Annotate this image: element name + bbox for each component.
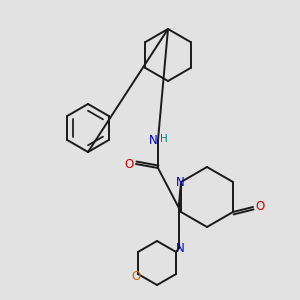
Text: O: O: [255, 200, 265, 214]
Text: O: O: [124, 158, 134, 172]
Text: H: H: [160, 134, 168, 144]
Text: O: O: [131, 271, 141, 284]
Text: N: N: [176, 242, 184, 254]
Text: N: N: [176, 176, 184, 188]
Text: N: N: [148, 134, 158, 146]
